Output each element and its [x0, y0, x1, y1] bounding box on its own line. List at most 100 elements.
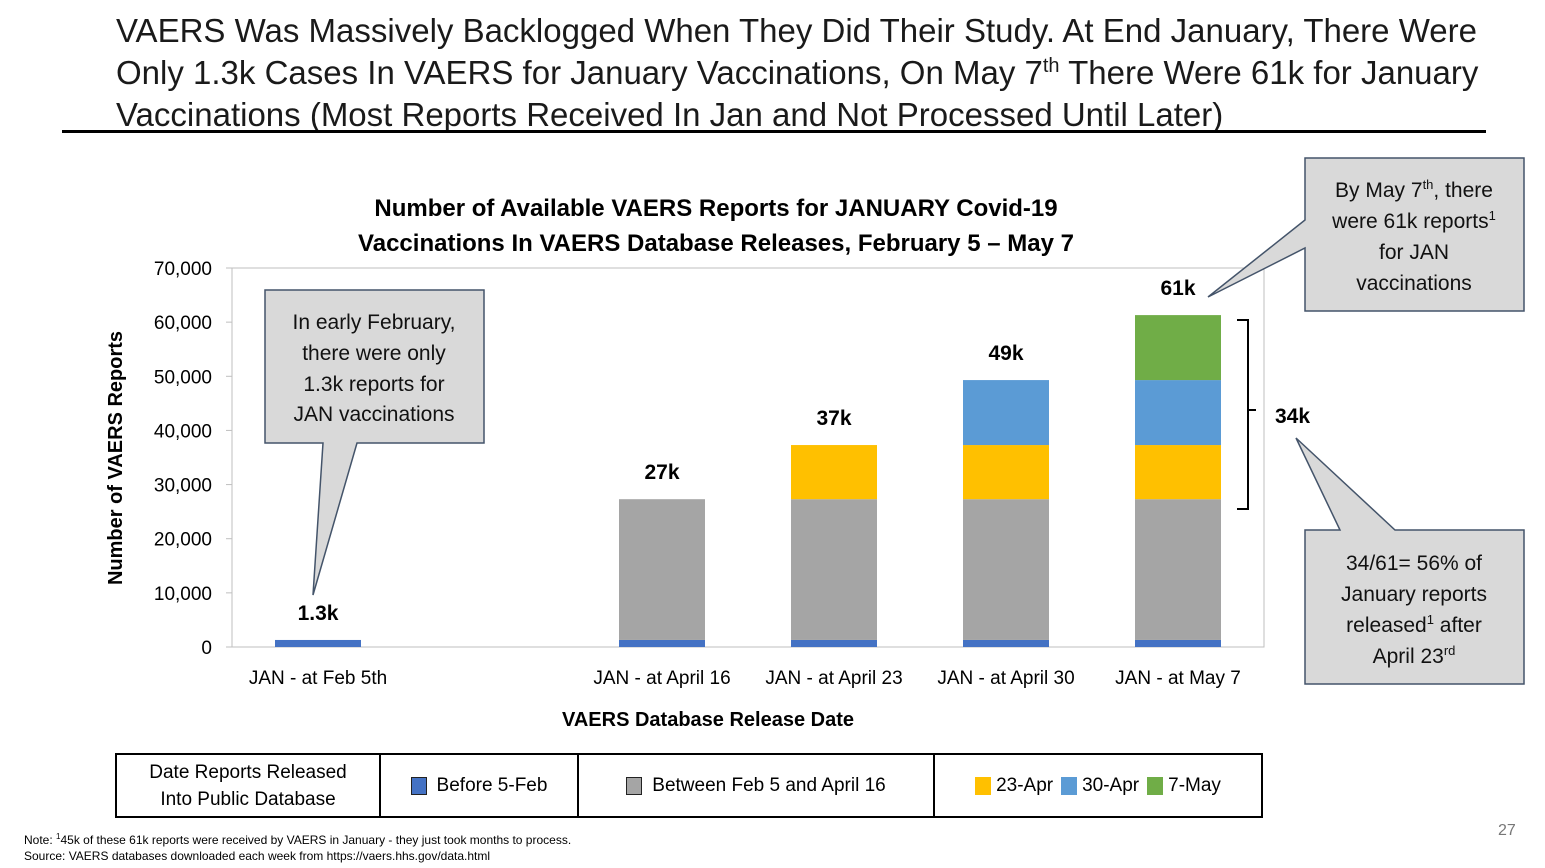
legend-cell-weekly: 23-Apr 30-Apr 7-May: [935, 755, 1261, 816]
legend-swatch-before-feb: [410, 776, 427, 795]
slide-title-part2: There Were 61k for January Vaccinations …: [116, 54, 1479, 133]
x-tick-label: JAN - at May 7: [1115, 668, 1241, 689]
legend-item-feb-apr: Between Feb 5 and April 16: [626, 774, 886, 797]
callout-early-feb-line3: 1.3k reports for: [303, 373, 444, 396]
legend-swatch-30apr: [1061, 776, 1078, 795]
legend-item-7may: 7-May: [1147, 775, 1221, 797]
bar-segment: [1135, 315, 1221, 381]
x-axis-title: VAERS Database Release Date: [562, 709, 854, 731]
y-tick-label: 30,000: [154, 476, 212, 497]
x-tick-label: JAN - at April 30: [937, 668, 1074, 689]
plot-area: [231, 267, 1265, 648]
y-tick-label: 50,000: [154, 367, 212, 388]
callout-may7-line2-sup: 1: [1489, 208, 1496, 223]
bars: [275, 315, 1221, 647]
y-axis-title: Number of VAERS Reports: [105, 331, 127, 585]
footnote-source: Source: VAERS databases downloaded each …: [24, 849, 491, 863]
y-tick-label: 40,000: [154, 421, 212, 442]
callout-may7-line1-text: By May 7: [1335, 179, 1423, 202]
x-tick-label: JAN - at April 23: [765, 668, 902, 689]
callout-pct-line4-sup: rd: [1444, 643, 1456, 658]
page-number: 27: [1498, 822, 1516, 839]
legend-item-30apr: 30-Apr: [1061, 775, 1139, 797]
y-tick-label: 20,000: [154, 530, 212, 551]
bracket-label: 34k: [1275, 405, 1310, 428]
bar-segment: [963, 445, 1049, 500]
bar-segment: [791, 639, 877, 647]
bar-segment: [1135, 380, 1221, 446]
footnote-note-prefix: Note:: [24, 833, 57, 847]
bar-segment: [1135, 499, 1221, 640]
legend-header-line1: Date Reports Released: [149, 761, 347, 783]
legend-label-30apr: 30-Apr: [1082, 774, 1140, 796]
callout-pct-line3-sup: 1: [1427, 612, 1434, 627]
legend-label-23apr: 23-Apr: [996, 774, 1054, 796]
data-label: 37k: [816, 407, 851, 430]
data-labels: 1.3k 27k 37k 49k 61k: [298, 277, 1196, 625]
callout-pct-line4-text: April 23: [1373, 645, 1444, 668]
callout-may7-line2: were 61k reports1: [1331, 208, 1496, 233]
footnote-note-sup: 1: [56, 832, 61, 841]
legend-swatch-feb-apr: [626, 776, 643, 795]
callout-may7-line2-text: were 61k reports: [1331, 210, 1488, 233]
slide-title-sup: th: [1042, 55, 1060, 77]
x-ticks: JAN - at Feb 5th JAN - at April 16 JAN - a…: [249, 668, 1241, 689]
legend-item-before-feb: Before 5-Feb: [410, 774, 548, 797]
callout-pct-line1: 34/61= 56% of: [1346, 552, 1482, 575]
footnote-note: Note: 145k of these 61k reports were rec…: [24, 832, 571, 847]
data-label: 49k: [988, 342, 1023, 365]
callout-pct-line4: April 23rd: [1373, 643, 1456, 668]
y-tick-label: 60,000: [154, 313, 212, 334]
callout-early-feb-line4: JAN vaccinations: [293, 403, 454, 426]
callout-early-feb-line2: there were only: [302, 342, 446, 365]
bar-segment: [1135, 445, 1221, 500]
slide-title: VAERS Was Massively Backlogged When They…: [116, 10, 1516, 136]
legend-swatch-23apr: [975, 776, 992, 795]
y-tick-label: 0: [201, 638, 212, 659]
legend-header-line2: Into Public Database: [160, 788, 336, 810]
bar-segment: [619, 499, 705, 640]
x-tick-label: JAN - at Feb 5th: [249, 668, 387, 689]
callout-pct-line3-text: released: [1346, 614, 1427, 637]
callout-early-feb: In early February, there were only 1.3k …: [264, 289, 485, 596]
callout-pct-line3-end: after: [1434, 614, 1482, 637]
callout-may7-line1-sup: th: [1423, 177, 1434, 192]
legend-label-7may: 7-May: [1168, 774, 1221, 796]
bar-segment: [619, 639, 705, 647]
callout-early-feb-line1: In early February,: [292, 311, 455, 334]
legend-cell-feb-apr: Between Feb 5 and April 16: [579, 755, 935, 816]
bar-segment: [963, 499, 1049, 640]
bar-segment: [963, 380, 1049, 446]
bar-segment: [1135, 639, 1221, 647]
legend-cell-before-feb: Before 5-Feb: [381, 755, 579, 816]
legend-label-before-feb: Before 5-Feb: [436, 774, 548, 796]
title-rule: [62, 130, 1486, 133]
legend: Date Reports Released Into Public Databa…: [115, 753, 1263, 818]
bracket: [1237, 319, 1256, 510]
y-ticks: 0 10,000 20,000 30,000 40,000 50,000 60,000 70,…: [154, 259, 232, 659]
legend-swatch-7may: [1147, 776, 1164, 795]
slide-title-part1: VAERS Was Massively Backlogged When They…: [116, 12, 1477, 91]
chart-title-line2: Vaccinations In VAERS Database Releases,…: [358, 230, 1074, 257]
bar-segment: [791, 499, 877, 640]
data-label: 1.3k: [298, 602, 339, 625]
callout-pct: 34/61= 56% of January reports released1 …: [1295, 437, 1525, 685]
chart: Number of Available VAERS Reports for JA…: [105, 157, 1525, 731]
callout-may7-line3: for JAN: [1379, 241, 1449, 264]
chart-title-line1: Number of Available VAERS Reports for JA…: [374, 195, 1057, 222]
callout-may7-line1: By May 7th, there: [1335, 177, 1493, 202]
bar-segment: [791, 445, 877, 500]
bar-segment: [963, 639, 1049, 647]
callout-may7-line1-end: , there: [1433, 179, 1493, 202]
data-label: 61k: [1160, 277, 1195, 300]
legend-header: Date Reports Released Into Public Databa…: [117, 755, 381, 816]
bar-segment: [275, 639, 361, 647]
callout-pct-line2: January reports: [1341, 583, 1487, 606]
x-tick-label: JAN - at April 16: [593, 668, 730, 689]
callout-pct-line3: released1 after: [1346, 612, 1482, 637]
legend-label-feb-apr: Between Feb 5 and April 16: [652, 774, 886, 796]
y-tick-label: 10,000: [154, 584, 212, 605]
y-tick-label: 70,000: [154, 259, 212, 280]
footnote-note-text: 45k of these 61k reports were received b…: [60, 833, 572, 847]
legend-item-23apr: 23-Apr: [975, 775, 1053, 797]
